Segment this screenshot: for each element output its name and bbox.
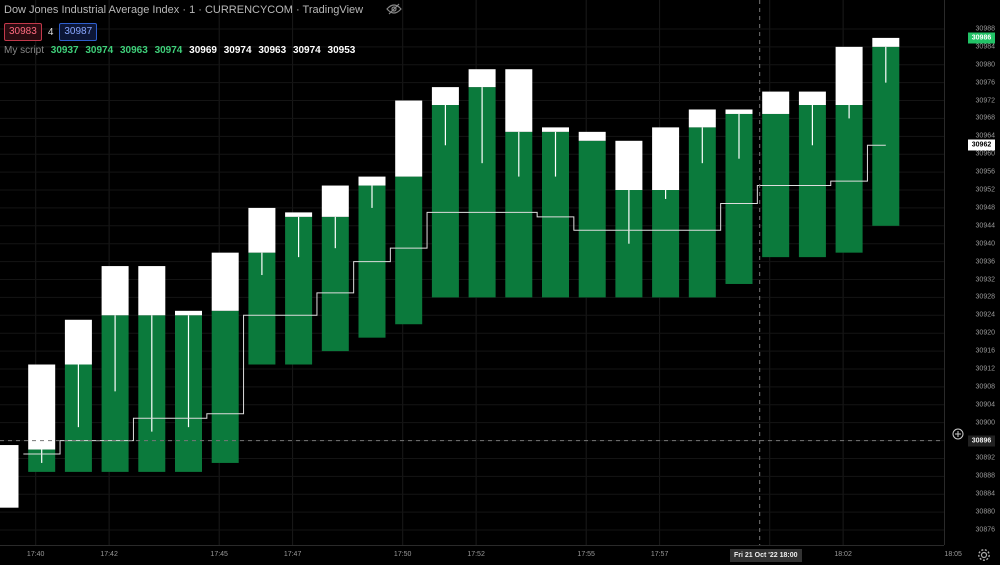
- time-tick-label: 17:40: [26, 551, 45, 558]
- script-value: 30937: [50, 45, 79, 56]
- white-bar: [101, 266, 129, 316]
- white-bar: [798, 91, 826, 106]
- current-price-tag: 30986: [968, 32, 995, 44]
- white-bar: [211, 252, 239, 311]
- white-bar: [652, 127, 680, 191]
- script-value: 30963: [119, 45, 148, 56]
- white-bar: [28, 364, 56, 450]
- time-tick-label: 17:50: [393, 551, 412, 558]
- price-tick-label: 30920: [975, 329, 995, 337]
- white-bar: [542, 127, 569, 132]
- script-value: 30974: [85, 45, 114, 56]
- white-bar: [835, 46, 863, 106]
- white-bar: [725, 109, 753, 114]
- script-value: 30974: [292, 45, 321, 56]
- time-tick-label: 18:02: [834, 551, 852, 558]
- price-tick-label: 30976: [975, 79, 995, 87]
- cursor-price-tag: 30896: [968, 435, 995, 447]
- price-tick-label: 30956: [975, 168, 995, 176]
- price-tick-label: 30912: [975, 365, 995, 373]
- price-tick-label: 30876: [975, 526, 995, 534]
- white-bar: [762, 91, 790, 114]
- green-bar: [211, 310, 239, 463]
- green-bar: [835, 105, 863, 253]
- script-legend: My script 30937 30974 30963 30974 30969 …: [4, 45, 359, 56]
- price-tick-label: 30936: [975, 258, 995, 266]
- green-bar: [578, 140, 606, 298]
- price-tick-label: 30972: [975, 97, 995, 105]
- white-bar: [138, 266, 166, 316]
- price-tick-label: 30944: [975, 222, 995, 230]
- white-bar: [358, 176, 386, 186]
- time-tick-label: 17:57: [650, 551, 669, 558]
- eye-off-icon[interactable]: [386, 3, 402, 15]
- time-tick-label: 17:55: [577, 551, 595, 558]
- price-tick-label: 30888: [975, 472, 995, 480]
- script-value: 30963: [258, 45, 287, 56]
- time-tick-label: 17:45: [210, 551, 228, 558]
- price-tick-label: 30904: [975, 401, 995, 409]
- price-tick-label: 30928: [975, 293, 995, 301]
- green-bar: [395, 176, 423, 325]
- spread-value: 4: [47, 26, 54, 38]
- white-bar: [615, 140, 643, 191]
- script-value: 30953: [327, 45, 356, 56]
- chart-title: Dow Jones Industrial Average Index · 1 ·…: [4, 4, 364, 16]
- price-tick-label: 30940: [975, 240, 995, 248]
- price-tick-label: 30968: [975, 114, 995, 122]
- white-bar: [395, 100, 423, 177]
- price-tick-label: 30916: [975, 347, 995, 355]
- price-tick-label: 30884: [975, 490, 995, 498]
- time-tick-label: 17:42: [100, 551, 118, 558]
- white-bar: [0, 445, 19, 508]
- time-tick-label: 17:52: [467, 551, 485, 558]
- gear-icon[interactable]: [977, 548, 991, 562]
- price-tick-label: 30980: [975, 61, 995, 69]
- price-tick-label: 30892: [975, 454, 995, 462]
- time-axis[interactable]: Fri 21 Oct '22 18:00 17:40 17:42 17:45 17:4…: [0, 545, 962, 565]
- white-bar: [431, 87, 459, 106]
- white-bar: [872, 37, 900, 47]
- white-bar: [468, 69, 496, 88]
- white-bar: [321, 185, 349, 217]
- white-bar: [248, 207, 276, 253]
- script-price-tag: 30962: [968, 139, 995, 151]
- script-value: 30974: [223, 45, 252, 56]
- price-tick-label: 30908: [975, 383, 995, 391]
- script-value: 30969: [189, 45, 217, 56]
- white-bar: [285, 212, 313, 217]
- price-tick-label: 30988: [975, 25, 995, 33]
- cursor-time-label: Fri 21 Oct '22 18:00: [730, 549, 802, 562]
- price-tick-label: 30880: [975, 508, 995, 516]
- price-tick-label: 30932: [975, 276, 995, 283]
- white-bar: [505, 69, 533, 132]
- white-bar: [64, 319, 92, 365]
- price-tick-label: 30964: [975, 132, 995, 140]
- white-bar: [578, 131, 606, 141]
- price-tick-label: 30900: [975, 419, 995, 427]
- price-tick-label: 30984: [975, 43, 995, 51]
- time-tick-label: 17:47: [283, 551, 302, 558]
- time-tick-label: 18:05: [944, 551, 962, 558]
- chart-canvas[interactable]: [0, 0, 944, 545]
- trade-panel: 30983 4 30987: [4, 23, 98, 41]
- price-tick-label: 30948: [975, 204, 995, 212]
- script-value: 30974: [154, 45, 183, 56]
- price-tick-label: 30924: [975, 311, 995, 319]
- step-line: [23, 144, 886, 455]
- script-name[interactable]: My script: [4, 45, 44, 56]
- white-bar: [175, 310, 202, 316]
- add-alert-plus-icon[interactable]: [952, 428, 964, 440]
- price-tick-label: 30952: [975, 186, 995, 194]
- white-bar: [688, 109, 716, 128]
- green-bar: [652, 190, 680, 298]
- price-tick-label: 30960: [975, 150, 995, 158]
- sell-price-button[interactable]: 30983: [4, 23, 42, 41]
- price-axis[interactable]: 30988 30984 30980 30976 30972 30968 30964 30960…: [944, 0, 1000, 545]
- buy-price-button[interactable]: 30987: [59, 23, 98, 41]
